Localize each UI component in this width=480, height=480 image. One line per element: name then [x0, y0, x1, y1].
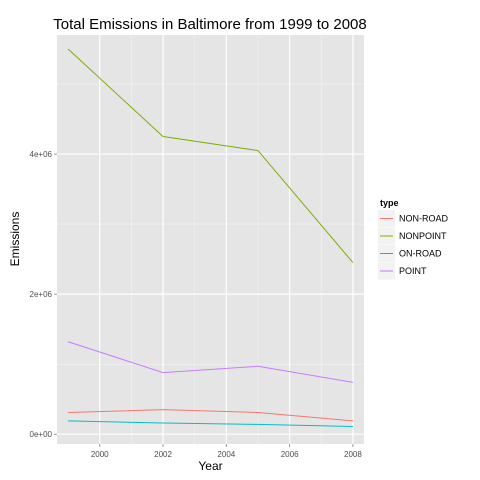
- plot-panel: [57, 35, 364, 444]
- x-tick-label: 2008: [344, 450, 362, 459]
- legend-title: type: [380, 198, 399, 208]
- legend-label-non-road: NON-ROAD: [399, 214, 448, 224]
- series-line-on-road: [68, 420, 353, 427]
- major-gridlines: [57, 35, 364, 444]
- x-tick-label: 2002: [154, 450, 172, 459]
- series-line-non-road: [68, 409, 353, 422]
- y-axis-title: Emissions: [8, 212, 22, 267]
- legend-label-point: POINT: [399, 266, 427, 276]
- series-lines: [67, 48, 354, 427]
- legend-label-nonpoint: NONPOINT: [399, 231, 447, 241]
- x-axis-title: Year: [198, 459, 222, 473]
- series-line-point: [67, 341, 354, 383]
- legend-label-on-road: ON-ROAD: [399, 249, 442, 259]
- legend: type NON-ROAD NONPOINT ON-ROAD POINT: [378, 198, 448, 280]
- x-tick-label: 2000: [91, 450, 109, 459]
- legend-items: NON-ROAD NONPOINT ON-ROAD POINT: [378, 210, 448, 280]
- chart-title: Total Emissions in Baltimore from 1999 t…: [53, 16, 366, 33]
- minor-gridlines: [57, 35, 364, 444]
- x-axis: 2000 2002 2004 2006 2008: [91, 444, 362, 459]
- x-tick-label: 2006: [281, 450, 299, 459]
- series-line-nonpoint: [67, 48, 354, 263]
- y-tick-label: 4e+06: [30, 150, 53, 159]
- y-axis: 0e+00 2e+06 4e+06: [30, 150, 57, 439]
- y-tick-label: 0e+00: [30, 430, 53, 439]
- y-tick-label: 2e+06: [30, 290, 53, 299]
- x-tick-label: 2004: [217, 450, 235, 459]
